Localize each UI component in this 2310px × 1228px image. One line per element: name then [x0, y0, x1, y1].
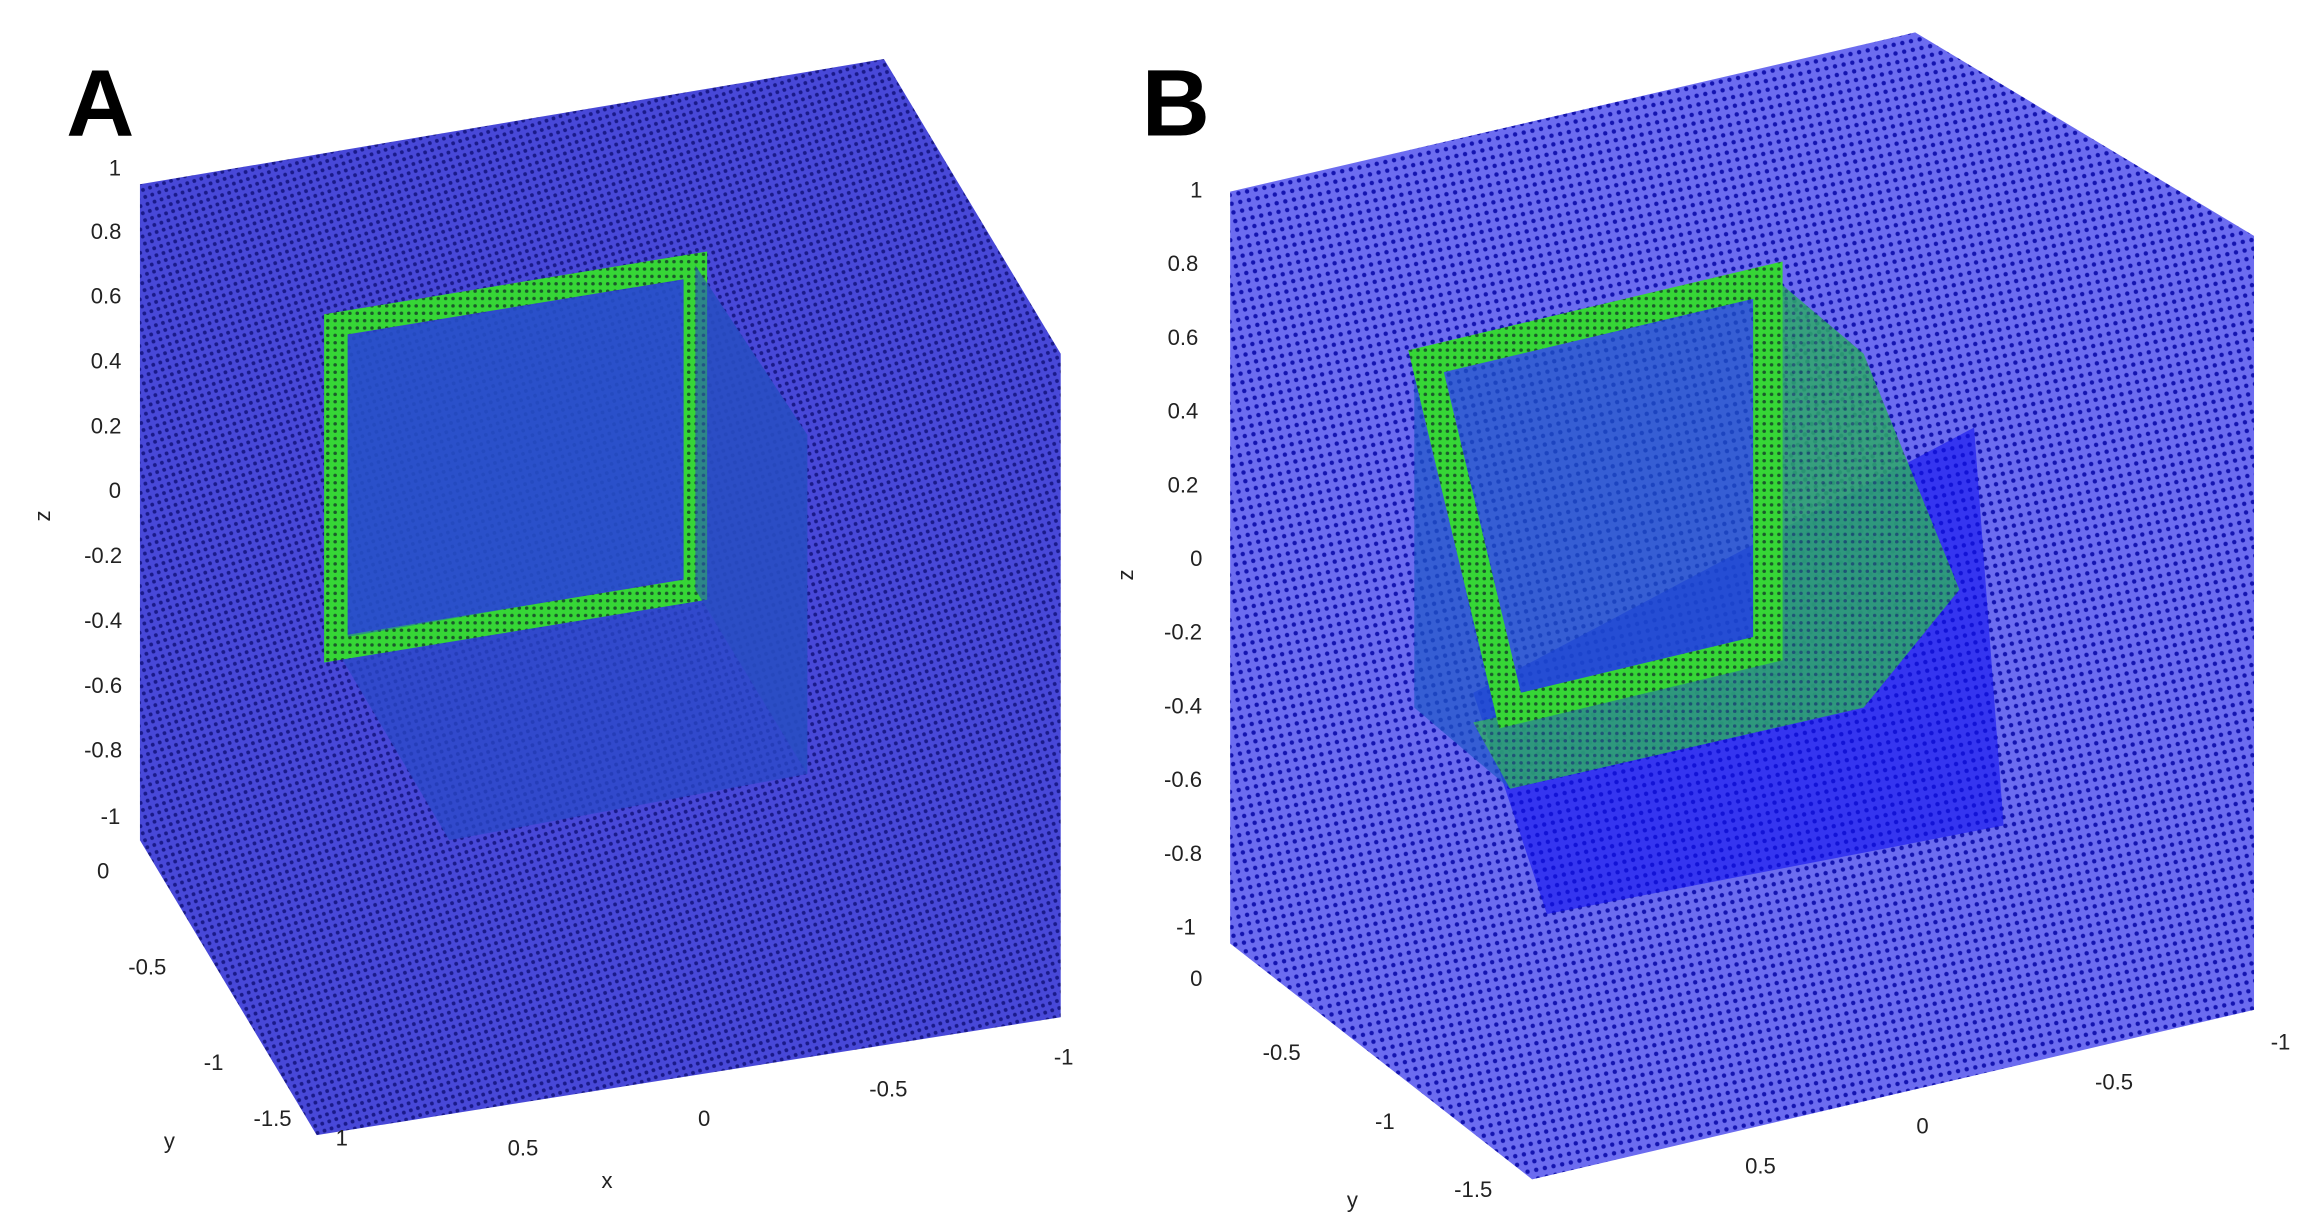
y-tick-label: -0.5 [128, 954, 166, 979]
z-tick-label: 0.4 [91, 348, 122, 373]
y-tick-label: 0 [1190, 966, 1202, 991]
y-tick-label: -1.5 [1454, 1177, 1492, 1202]
y-tick-label: -1.5 [254, 1106, 292, 1131]
y-tick-label: 0 [97, 859, 109, 884]
z-axis-label: z [1113, 569, 1138, 580]
x-tick-label: 0.5 [1745, 1153, 1776, 1178]
z-axis-label: z [30, 510, 55, 521]
z-tick-label: 0.6 [1168, 325, 1199, 350]
x-axis-label: x [601, 1168, 612, 1193]
panel-label: B [1142, 50, 1210, 155]
z-tick-label: -0.6 [1164, 767, 1202, 792]
x-tick-label: -0.5 [869, 1077, 907, 1102]
z-tick-label: -0.6 [84, 673, 122, 698]
x-tick-label: -1 [1054, 1044, 1074, 1069]
x-tick-label: 0 [1916, 1114, 1928, 1139]
y-tick-label: -1 [204, 1050, 224, 1075]
z-tick-label: 0 [109, 478, 121, 503]
y-tick-label: -0.5 [1263, 1040, 1301, 1065]
z-tick-label: 1 [109, 155, 121, 180]
cube-side [1473, 272, 1960, 789]
z-tick-label: -0.4 [84, 608, 122, 633]
cube-frame [1408, 261, 1783, 729]
z-tick-label: 0.8 [1168, 251, 1199, 276]
x-tick-label: -0.5 [2095, 1069, 2133, 1094]
z-tick-label: -0.4 [1164, 693, 1202, 718]
x-tick-label: -1 [2271, 1030, 2291, 1055]
y-tick-label: -1 [1375, 1109, 1395, 1134]
panel-label: A [66, 50, 134, 155]
z-tick-label: 0.6 [91, 284, 122, 309]
x-tick-label: 0 [698, 1106, 710, 1131]
z-tick-label: 1 [1190, 177, 1202, 202]
z-tick-label: -1 [101, 804, 121, 829]
z-tick-label: 0.8 [91, 219, 122, 244]
y-axis-label: y [1347, 1187, 1358, 1212]
y-axis-label: y [164, 1128, 175, 1153]
z-tick-label: -0.8 [1164, 841, 1202, 866]
panel-a-cloud [139, 58, 1061, 1136]
cube-face [347, 280, 684, 637]
z-tick-label: -0.2 [84, 543, 122, 568]
panel-b-cloud [1230, 32, 2255, 1180]
z-tick-label: -0.2 [1164, 620, 1202, 645]
cube-side [695, 265, 808, 774]
z-tick-label: 0.2 [91, 413, 122, 438]
z-tick-label: 0 [1190, 546, 1202, 571]
x-tick-label: 1 [336, 1125, 348, 1150]
x-tick-label: 0.5 [508, 1136, 539, 1161]
cube-frame [324, 251, 708, 663]
z-tick-label: -1 [1176, 915, 1196, 940]
z-tick-label: -0.8 [84, 738, 122, 763]
z-tick-label: 0.4 [1168, 399, 1199, 424]
z-tick-label: 0.2 [1168, 472, 1199, 497]
